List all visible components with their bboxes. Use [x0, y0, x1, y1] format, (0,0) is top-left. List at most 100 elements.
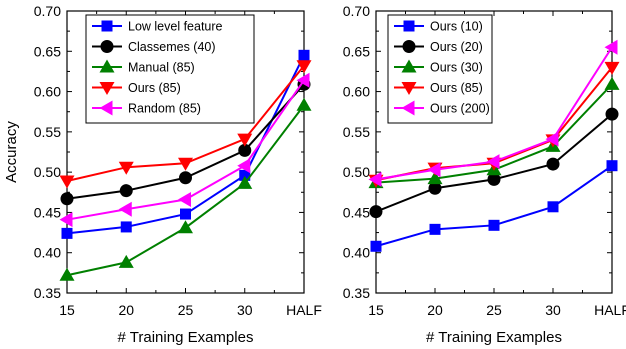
data-point — [604, 61, 620, 75]
legend-box — [85, 14, 255, 124]
data-point — [606, 160, 618, 172]
y-tick-label: 0.65 — [34, 43, 61, 59]
series-ours-200 — [368, 39, 618, 187]
y-tick-label: 0.50 — [343, 164, 370, 180]
y-tick-label: 0.45 — [343, 204, 370, 220]
data-point — [59, 212, 73, 228]
legend-marker — [403, 20, 415, 32]
data-point — [59, 267, 75, 281]
legend: Ours (10) Ours (20) Ours (30) Ours (85) Ours… — [387, 14, 493, 124]
x-tick-label: 20 — [427, 302, 443, 318]
data-point — [429, 223, 441, 235]
data-point — [368, 171, 382, 187]
data-point — [296, 60, 312, 74]
y-tick-label: 0.55 — [34, 124, 61, 140]
series-ours-85 — [59, 60, 312, 189]
legend-label: Low level feature — [128, 20, 223, 34]
data-point — [369, 205, 383, 219]
data-point — [239, 169, 251, 181]
legend-marker — [401, 59, 417, 73]
x-axis-title: # Training Examples — [118, 329, 254, 346]
data-point — [605, 107, 619, 121]
y-tick-label: 0.40 — [343, 245, 370, 261]
series-ours-20 — [369, 107, 619, 219]
series-ours-10 — [370, 160, 618, 252]
data-point — [179, 171, 192, 185]
data-point — [486, 154, 500, 170]
legend-marker — [99, 100, 113, 116]
legend-label: Ours (85) — [128, 81, 181, 95]
legend-label: Ours (200) — [430, 102, 490, 116]
data-point — [488, 219, 500, 231]
series-manual-85 — [59, 97, 312, 281]
y-tick-label: 0.45 — [34, 204, 61, 220]
y-tick-label: 0.60 — [34, 84, 61, 100]
legend-marker — [402, 40, 416, 53]
legend-marker — [99, 59, 115, 73]
data-point — [61, 227, 73, 239]
legend-marker — [101, 20, 113, 32]
data-point — [118, 254, 134, 268]
data-point — [59, 175, 75, 189]
x-tick-label: 30 — [237, 302, 253, 318]
legend-label: Ours (85) — [430, 81, 483, 95]
y-tick-label: 0.35 — [34, 285, 61, 301]
data-point — [120, 221, 132, 233]
y-axis-title: Accuracy — [3, 121, 20, 183]
chart-panel-1: 0.35 0.40 0.45 0.50 0.55 0.60 0.65 0.70 15 20 25 30… — [3, 3, 322, 346]
data-point — [428, 181, 442, 195]
y-tick-label: 0.35 — [343, 285, 370, 301]
legend-marker — [100, 40, 114, 53]
data-point — [427, 171, 443, 185]
data-point — [238, 143, 252, 157]
x-tick-label: 15 — [368, 302, 384, 318]
x-tick-label: HALF — [594, 302, 626, 318]
legend-marker — [401, 100, 415, 116]
series-random-85 — [59, 72, 310, 228]
data-point — [178, 157, 193, 171]
data-point — [178, 220, 193, 234]
data-point — [237, 175, 253, 189]
data-point — [237, 133, 253, 147]
y-tick-label: 0.55 — [343, 124, 370, 140]
data-point — [604, 76, 620, 90]
data-point — [296, 97, 312, 111]
legend-label: Ours (20) — [430, 40, 483, 54]
data-point — [60, 192, 74, 206]
data-point — [427, 162, 441, 178]
y-tick-label: 0.40 — [34, 245, 61, 261]
x-tick-label: 20 — [118, 302, 134, 318]
y-tick-label: 0.60 — [343, 84, 370, 100]
legend-label: Random (85) — [128, 102, 201, 116]
data-point — [547, 201, 559, 213]
data-point — [298, 49, 310, 61]
data-point — [487, 172, 501, 186]
legend-label: Ours (30) — [430, 61, 483, 75]
data-point — [237, 158, 251, 174]
data-point — [546, 157, 560, 171]
x-axis-title: # Training Examples — [426, 329, 562, 346]
data-point — [545, 131, 559, 147]
data-point — [370, 240, 382, 252]
series-low-level-feature — [61, 49, 310, 239]
x-tick-label: 30 — [545, 302, 561, 318]
x-tick-label: HALF — [286, 302, 322, 318]
legend-label: Ours (10) — [430, 20, 483, 34]
y-tick-label: 0.50 — [34, 164, 61, 180]
y-tick-label: 0.65 — [343, 43, 370, 59]
data-point — [119, 184, 133, 198]
legend: Low level feature Classemes (40) Manual (8… — [85, 14, 255, 124]
chart-panel-2: 0.35 0.40 0.45 0.50 0.55 0.60 0.65 0.70 15 20 25 30… — [343, 3, 626, 346]
x-tick-label: 15 — [59, 302, 75, 318]
x-tick-label: 25 — [178, 302, 194, 318]
y-tick-label: 0.70 — [34, 3, 61, 19]
data-point — [604, 39, 618, 55]
legend-label: Manual (85) — [128, 61, 195, 75]
legend-marker — [99, 82, 115, 95]
y-tick-label: 0.70 — [343, 3, 370, 19]
legend-label: Classemes (40) — [128, 40, 216, 54]
data-point — [118, 161, 134, 175]
data-point — [296, 72, 310, 88]
data-point — [180, 208, 191, 220]
